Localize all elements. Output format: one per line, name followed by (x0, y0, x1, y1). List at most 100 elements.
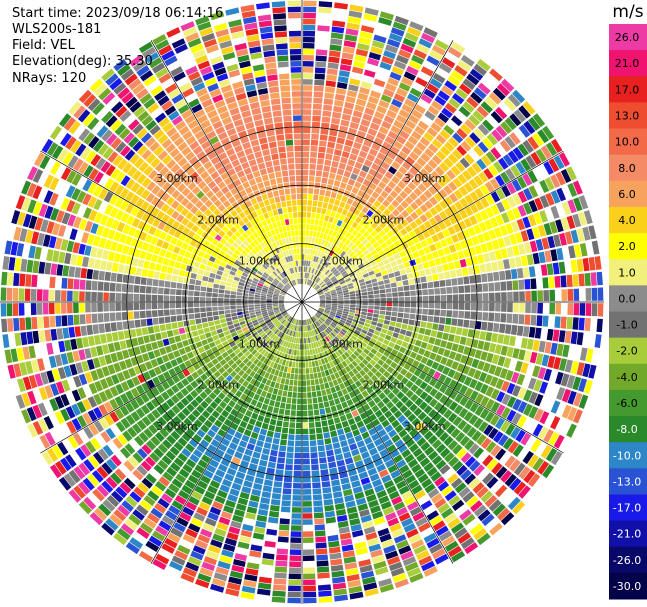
velocity-gate (283, 366, 288, 373)
velocity-gate (311, 237, 316, 243)
velocity-gate (391, 199, 400, 208)
velocity-gate (234, 222, 241, 230)
velocity-gate (184, 360, 192, 368)
velocity-gate (98, 87, 112, 101)
velocity-gate (437, 177, 447, 188)
velocity-gate (318, 308, 324, 312)
velocity-gate (289, 549, 301, 556)
velocity-gate (319, 251, 324, 258)
velocity-gate (321, 331, 327, 337)
velocity-gate (331, 308, 337, 312)
velocity-gate (336, 325, 342, 330)
velocity-gate (330, 373, 336, 381)
velocity-gate (310, 139, 319, 146)
velocity-gate (212, 334, 220, 341)
velocity-gate (250, 457, 260, 465)
velocity-gate (155, 67, 169, 79)
velocity-gate (251, 340, 257, 346)
velocity-gate (407, 567, 422, 578)
velocity-gate (334, 316, 340, 321)
velocity-gate (203, 161, 213, 170)
velocity-gate (287, 342, 291, 348)
velocity-gate (399, 464, 410, 474)
velocity-gate (489, 414, 500, 426)
velocity-gate (528, 406, 539, 419)
velocity-gate (30, 288, 37, 301)
velocity-gate (561, 201, 572, 216)
velocity-gate (372, 116, 383, 126)
velocity-gate (189, 239, 198, 247)
velocity-gate (373, 309, 380, 314)
velocity-gate (391, 248, 399, 255)
velocity-gate (578, 211, 587, 226)
velocity-gate (503, 98, 517, 112)
velocity-gate (302, 398, 307, 405)
velocity-gate (450, 522, 465, 534)
velocity-gate (243, 388, 251, 396)
velocity-gate (229, 488, 240, 497)
velocity-gate (307, 404, 313, 410)
velocity-gate (367, 287, 373, 292)
velocity-gate (143, 517, 157, 529)
velocity-gate (195, 395, 204, 404)
velocity-gate (166, 434, 177, 445)
velocity-gate (483, 341, 491, 352)
velocity-gate (441, 485, 453, 497)
velocity-gate (277, 331, 283, 337)
velocity-gate (325, 279, 331, 285)
velocity-gate (246, 321, 253, 327)
velocity-gate (455, 431, 466, 443)
velocity-gate (132, 469, 144, 481)
velocity-gate (274, 572, 287, 579)
velocity-gate (262, 552, 275, 560)
velocity-gate (517, 415, 527, 428)
velocity-gate (88, 382, 98, 395)
velocity-gate (185, 201, 194, 211)
velocity-gate (390, 27, 405, 37)
velocity-gate (340, 347, 346, 353)
velocity-gate (431, 100, 443, 111)
velocity-gate (34, 217, 44, 231)
velocity-gate (239, 263, 247, 269)
velocity-gate (491, 354, 500, 365)
velocity-gate (363, 374, 370, 382)
velocity-gate (230, 226, 237, 234)
velocity-gate (207, 151, 217, 160)
velocity-gate (32, 201, 43, 216)
velocity-gate (302, 428, 309, 435)
velocity-gate (280, 352, 285, 359)
velocity-gate (91, 302, 97, 313)
velocity-gate (319, 298, 326, 300)
velocity-gate (344, 246, 350, 253)
velocity-gate (318, 219, 324, 227)
velocity-gate (171, 500, 184, 511)
velocity-gate (213, 572, 228, 582)
velocity-gate (274, 278, 280, 283)
velocity-gate (200, 351, 208, 359)
velocity-gate (361, 164, 370, 173)
velocity-gate (73, 314, 80, 325)
velocity-gate (152, 317, 159, 325)
velocity-gate (264, 344, 270, 351)
velocity-gate (151, 207, 160, 217)
velocity-gate (272, 355, 278, 362)
velocity-gate (254, 294, 261, 298)
velocity-gate (572, 409, 583, 424)
velocity-gate (124, 358, 133, 369)
velocity-gate (443, 246, 451, 255)
velocity-gate (146, 379, 156, 389)
velocity-gate (348, 512, 359, 520)
velocity-gate (85, 302, 91, 313)
velocity-gate (527, 377, 537, 390)
velocity-gate (211, 185, 220, 194)
velocity-gate (113, 58, 128, 72)
velocity-gate (391, 175, 400, 185)
velocity-gate (145, 153, 157, 164)
velocity-gate (208, 374, 217, 383)
velocity-gate (322, 171, 329, 178)
velocity-gate (304, 260, 307, 266)
velocity-gate (193, 261, 201, 268)
velocity-gate (78, 462, 91, 476)
velocity-gate (591, 303, 598, 317)
velocity-gate (404, 561, 419, 572)
